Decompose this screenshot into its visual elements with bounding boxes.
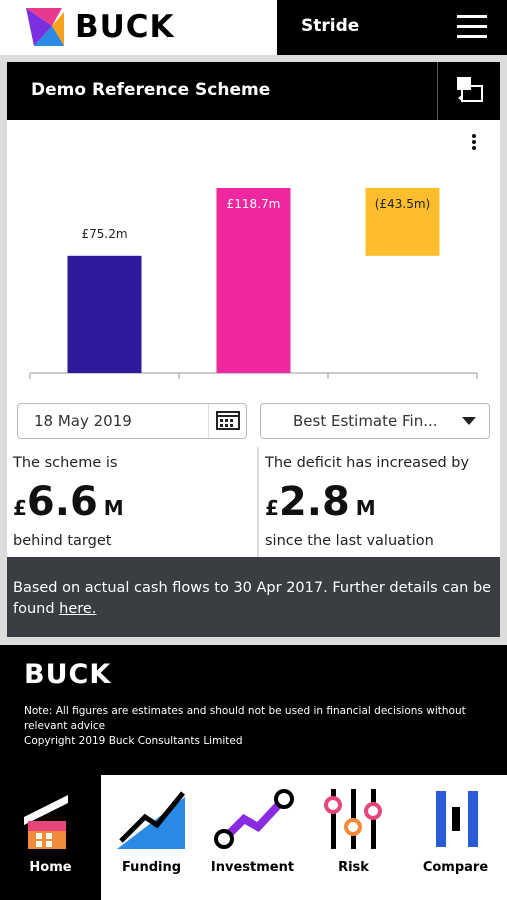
nav-tab[interactable]: Funding <box>101 775 202 900</box>
panel-trail: since the last valuation <box>265 533 434 549</box>
nav-tab[interactable]: Risk <box>303 775 404 900</box>
nav-label: Compare <box>422 860 489 875</box>
footer-copyright: Copyright 2019 Buck Consultants Limited <box>24 735 243 747</box>
bar <box>365 188 440 256</box>
currency: £ <box>13 496 27 520</box>
nav-tab[interactable]: Home <box>0 775 101 900</box>
calendar-icon <box>208 404 240 438</box>
date-picker[interactable]: 18 May 2019 <box>17 403 247 439</box>
amount: 2.8 <box>278 479 350 525</box>
brand-name: BUCK <box>75 9 175 45</box>
value-label: £118.7m <box>227 197 281 211</box>
unit: M <box>355 496 376 520</box>
panel-figure: £6.6 M <box>13 479 124 525</box>
chart: £75.2m £118.7m (£43.5m) <box>29 134 478 379</box>
panel-lead: The deficit has increased by <box>265 455 470 471</box>
bar <box>216 188 291 373</box>
footer-note: Note: All figures are estimates and shou… <box>24 705 466 732</box>
header-bar: Stride <box>277 0 507 55</box>
bottom-nav: Home Funding Investment Risk Compare <box>0 775 507 900</box>
risk-icon <box>324 789 382 849</box>
brand-logo <box>26 8 64 46</box>
nav-label: Funding <box>121 860 182 875</box>
footer: BUCK Note: All figures are estimates and… <box>0 645 507 775</box>
home-icon <box>24 795 68 849</box>
dropdown-arrow <box>462 417 476 425</box>
nav-label: Home <box>29 860 72 875</box>
panel-lead: The scheme is <box>13 455 118 471</box>
menu-button[interactable] <box>457 14 487 40</box>
nav-label: Risk <box>338 860 369 875</box>
funding-icon <box>117 791 185 849</box>
card-title: Demo Reference Scheme <box>31 80 271 100</box>
app-name: Stride <box>301 16 360 36</box>
value-label: (£43.5m) <box>375 197 430 211</box>
currency: £ <box>265 496 279 520</box>
basis-value: Best Estimate Fin... <box>293 412 438 430</box>
panel-figure: £2.8 M <box>265 479 376 525</box>
switch-icon <box>457 77 483 102</box>
amount: 6.6 <box>26 479 98 525</box>
info-text: Based on actual cash flows to 30 Apr 201… <box>13 580 492 617</box>
summary-panel: The deficit has increased by £2.8 M since… <box>259 447 500 557</box>
nav-label: Investment <box>210 860 295 875</box>
value-label: £75.2m <box>81 227 127 241</box>
chart-options-button[interactable] <box>472 134 476 150</box>
panel-trail: behind target <box>13 533 112 549</box>
summary-panel: The scheme is £6.6 M behind target <box>7 447 257 557</box>
basis-dropdown[interactable]: Best Estimate Fin... <box>260 403 490 439</box>
info-box: Based on actual cash flows to 30 Apr 201… <box>7 557 500 637</box>
controls-row: 18 May 2019 Best Estimate Fin... <box>7 395 500 447</box>
nav-tab[interactable]: Compare <box>404 775 507 900</box>
switch-view-button[interactable] <box>437 62 501 120</box>
footer-brand: BUCK <box>24 659 112 690</box>
info-link[interactable]: here. <box>59 601 97 617</box>
unit: M <box>103 496 124 520</box>
date-value: 18 May 2019 <box>34 412 132 430</box>
header-brand-area: BUCK <box>0 0 277 55</box>
compare-icon <box>436 791 478 847</box>
nav-tab[interactable]: Investment <box>202 775 303 900</box>
investment-icon <box>214 789 294 849</box>
card-header: Demo Reference Scheme <box>7 62 500 120</box>
chart-panel: £75.2m £118.7m (£43.5m) <box>7 120 500 395</box>
bar <box>67 255 142 373</box>
